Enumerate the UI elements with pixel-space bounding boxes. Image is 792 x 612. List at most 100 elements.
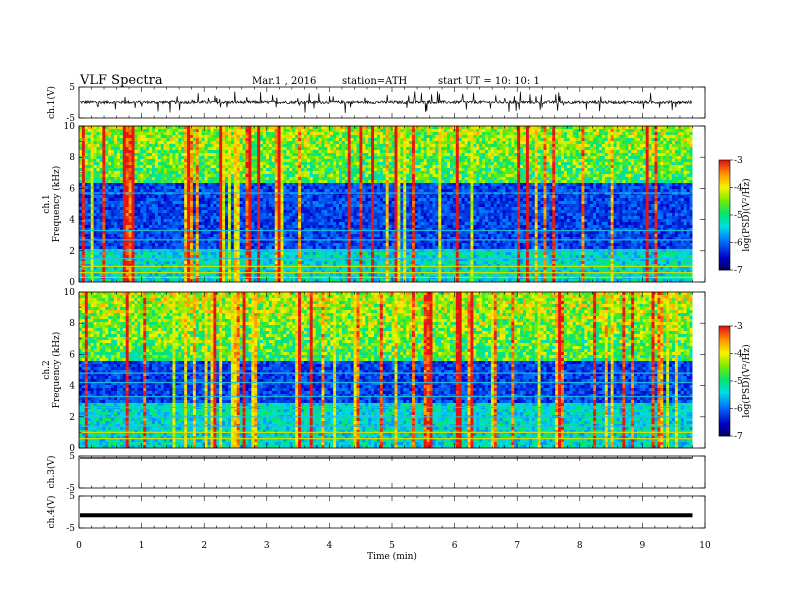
spectrogram-cell [111,162,115,166]
spectrogram-cell [149,258,153,262]
spectrogram-cell [169,258,173,262]
spectrogram-cell [216,147,220,151]
spectrogram-cell [260,177,264,181]
spectrogram-cell [122,147,127,151]
spectrogram-cell [81,246,86,250]
spectrogram-cell [222,195,226,199]
spectrogram-cell [230,156,235,160]
spectrogram-cell [96,246,100,250]
spectrogram-cell [350,195,354,199]
spectrogram-cell [122,153,127,157]
spectrogram-cell [339,150,343,154]
spectrogram-cell [277,231,281,235]
spectrogram-cell [137,231,141,235]
spectrogram-cell [119,279,124,283]
spectrogram-cell [298,147,302,151]
spectrogram-cell [163,231,167,235]
spectrogram-cell [90,141,94,145]
spectrogram-cell [327,147,331,151]
spectrogram-cell [265,237,270,241]
spectrogram-cell [230,126,235,130]
spectrogram-cell [114,198,118,202]
spectrogram-cell [315,141,319,145]
spectrogram-cell [274,243,278,247]
spectrogram-cell [274,261,278,265]
spectrogram-cell [90,198,94,202]
spectrogram-cell [111,195,115,199]
spectrogram-cell [283,255,287,259]
spectrogram-cell [210,147,214,151]
spectrogram-cell [190,153,194,157]
spectrogram-cell [154,174,159,178]
spectrogram-cell [90,267,94,271]
spectrogram-cell [198,165,202,169]
spectrogram-cell [315,273,319,277]
spectrogram-cell [119,264,124,268]
spectrogram-cell [236,279,240,283]
spectrogram-cell [128,147,132,151]
spectrogram-cell [172,180,176,184]
spectrogram-cell [315,240,319,244]
spectrogram-cell [233,150,238,154]
spectrogram-cell [201,228,205,232]
spectrogram-cell [207,258,211,262]
spectrogram-cell [166,261,170,265]
spectrogram-cell [87,186,91,190]
spectrogram-cell [79,195,83,199]
spectrogram-cell [90,144,94,148]
spectrogram-cell [283,156,287,160]
spectrogram-cell [87,171,91,175]
spectrogram-cell [283,135,287,139]
spectrogram-cell [122,126,127,130]
spectrogram-cell [245,216,249,220]
spectrogram-cell [324,129,328,133]
spectrogram-cell [87,180,91,184]
spectrogram-cell [192,141,197,145]
spectrogram-cell [99,141,103,145]
spectrogram-cell [134,264,138,268]
spectrogram-cell [207,243,211,247]
spectrogram-cell [190,237,194,241]
spectrogram-cell [301,243,305,247]
spectrogram-cell [187,171,191,175]
spectrogram-cell [216,186,220,190]
spectrogram-cell [111,258,115,262]
spectrogram-cell [96,243,100,247]
spectrogram-cell [207,264,211,268]
spectrogram-cell [260,231,264,235]
spectrogram-cell [122,189,127,193]
spectrogram-cell [169,267,173,271]
spectrogram-cell [339,270,343,274]
spectrogram-cell [260,129,264,133]
spectrogram-cell [242,234,246,238]
spectrogram-cell [146,153,150,157]
spectrogram-cell [230,279,235,283]
spectrogram-cell [248,279,252,283]
spectrogram-cell [248,261,252,265]
spectrogram-cell [81,231,86,235]
spectrogram-cell [195,252,200,256]
spectrogram-cell [102,171,106,175]
spectrogram-cell [114,129,118,133]
spectrogram-cell [134,159,138,163]
spectrogram-cell [230,165,235,169]
spectrogram-cell [198,132,202,136]
spectrogram-cell [239,255,243,259]
spectrogram-cell [93,279,97,283]
spectrogram-cell [149,255,153,259]
spectrogram-cell [236,252,240,256]
spectrogram-cell [219,273,223,277]
spectrogram-cell [143,267,147,271]
spectrogram-cell [116,222,121,226]
spectrogram-cell [90,126,94,130]
spectrogram-cell [137,204,141,208]
spectrogram-cell [236,159,240,163]
spectrogram-cell [341,135,346,139]
spectrogram-cell [283,186,287,190]
spectrogram-cell [157,237,162,241]
spectrogram-cell [312,204,316,208]
spectrogram-cell [225,264,229,268]
spectrogram-cell [268,183,273,187]
spectrogram-cell [268,135,273,139]
spectrogram-cell [230,237,235,241]
